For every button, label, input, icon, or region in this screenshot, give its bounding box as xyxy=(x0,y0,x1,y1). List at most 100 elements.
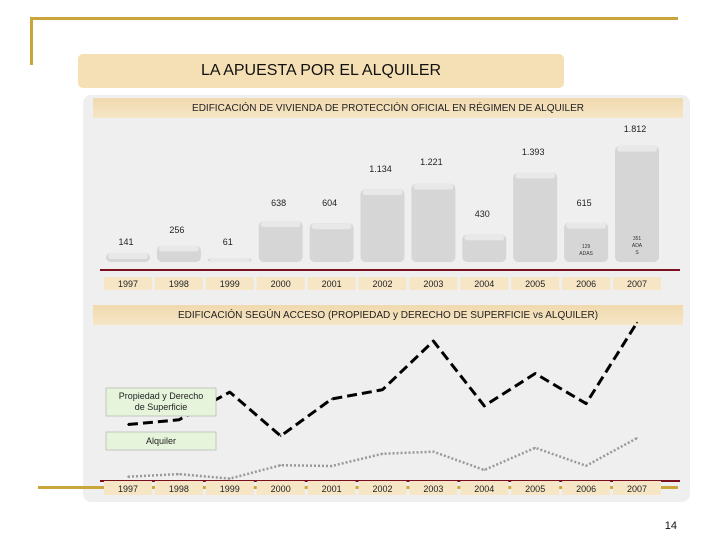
bar-year-box-2003 xyxy=(409,277,458,290)
bar-highlight-1997 xyxy=(108,252,148,259)
bar-tick-label-2005: 2005 xyxy=(525,279,545,289)
bar-highlight-2007 xyxy=(617,145,657,152)
bar-value-label-2000: 638 xyxy=(271,198,286,208)
bar-tick-label-2003: 2003 xyxy=(423,279,443,289)
line-tick-label-2002: 2002 xyxy=(372,484,392,494)
bar-tick-label-2007: 2007 xyxy=(627,279,647,289)
page-number: 14 xyxy=(664,520,677,532)
line-year-box-1998 xyxy=(154,481,203,495)
bar-value-label-2004: 430 xyxy=(475,209,490,219)
bar-tick-label-1999: 1999 xyxy=(220,279,240,289)
series-point-alquiler-1999 xyxy=(229,477,231,480)
line-tick-label-2007: 2007 xyxy=(627,484,647,494)
line-year-box-2004 xyxy=(460,481,509,495)
line-year-box-2007 xyxy=(613,481,661,495)
series-point-alquiler-1997 xyxy=(127,475,129,478)
slide-title: LA APUESTA POR EL ALQUILER xyxy=(78,54,564,88)
series-point-propiedad-2004 xyxy=(483,405,486,407)
legend-label-alquiler: Alquiler xyxy=(146,436,176,446)
line-tick-label-2000: 2000 xyxy=(271,484,291,494)
series-point-propiedad-1998 xyxy=(178,419,180,421)
bar-year-box-2006 xyxy=(562,277,611,290)
bar-tick-label-2006: 2006 xyxy=(576,279,596,289)
line-year-box-2003 xyxy=(409,481,458,495)
bar-highlight-1998 xyxy=(158,245,199,252)
series-point-propiedad-2006 xyxy=(585,402,587,405)
line-chart-title: EDIFICACIÓN SEGÚN ACCESO (PROPIEDAD y DE… xyxy=(93,305,683,325)
bar-value-label-1998: 256 xyxy=(169,225,184,235)
series-point-propiedad-2003 xyxy=(432,340,435,342)
bar-value-label-2002: 1.134 xyxy=(369,164,392,174)
series-point-propiedad-2002 xyxy=(381,388,384,391)
bar-value-label-2001: 604 xyxy=(322,198,337,208)
line-tick-label-2005: 2005 xyxy=(525,484,545,494)
bar-2002 xyxy=(360,189,405,262)
bar-year-box-2007 xyxy=(613,277,661,290)
bar-value-label-2007: 1.812 xyxy=(624,124,647,134)
bar-2001 xyxy=(309,223,354,262)
bar-2006 xyxy=(564,222,609,262)
frame-left-line xyxy=(30,17,33,65)
line-tick-label-2004: 2004 xyxy=(474,484,494,494)
bar-2003 xyxy=(411,183,456,262)
bar-sub-label-2007: S xyxy=(635,250,639,256)
frame-top-line xyxy=(30,17,678,20)
series-point-alquiler-2003 xyxy=(432,450,435,453)
bar-highlight-2002 xyxy=(362,189,403,196)
bar-value-label-1999: 61 xyxy=(223,237,233,247)
bar-highlight-2005 xyxy=(515,172,556,179)
series-point-alquiler-2005 xyxy=(534,447,536,449)
bar-2000 xyxy=(258,221,303,262)
bar-tick-label-2002: 2002 xyxy=(372,279,392,289)
legend-box-propiedad xyxy=(105,387,217,417)
bar-value-label-2005: 1.393 xyxy=(522,147,545,157)
bar-highlight-2006 xyxy=(566,222,607,229)
bar-tick-label-1997: 1997 xyxy=(118,279,138,289)
series-point-propiedad-1997 xyxy=(127,423,129,426)
series-point-propiedad-2000 xyxy=(279,435,282,437)
bar-highlight-2003 xyxy=(413,183,454,190)
bar-highlight-2000 xyxy=(260,221,301,228)
series-point-propiedad-2001 xyxy=(330,398,333,400)
bar-chart-title: EDIFICACIÓN DE VIVIENDA DE PROTECCIÓN OF… xyxy=(93,98,683,118)
series-point-propiedad-2005 xyxy=(534,372,536,375)
line-year-box-2005 xyxy=(511,481,560,495)
bar-value-label-2006: 615 xyxy=(577,198,592,208)
line-year-box-2006 xyxy=(562,481,611,495)
line-year-box-2000 xyxy=(256,481,305,495)
bar-year-box-2005 xyxy=(511,277,560,290)
bar-tick-label-1998: 1998 xyxy=(169,279,189,289)
series-point-alquiler-2000 xyxy=(279,464,282,467)
bar-year-box-2000 xyxy=(256,277,305,290)
bar-2005 xyxy=(513,172,558,262)
bar-year-box-1998 xyxy=(154,277,203,290)
bar-value-label-1997: 141 xyxy=(118,237,133,247)
series-point-alquiler-2004 xyxy=(483,469,486,471)
line-year-box-1997 xyxy=(104,481,152,495)
line-tick-label-1998: 1998 xyxy=(169,484,189,494)
bar-tick-label-2004: 2004 xyxy=(474,279,494,289)
frame-bottom-line xyxy=(38,486,678,489)
line-tick-label-1999: 1999 xyxy=(220,484,240,494)
legend-label-propiedad: Propiedad y Derecho xyxy=(119,391,204,401)
bar-year-box-2001 xyxy=(307,277,356,290)
legend-label-propiedad-line2: de Superficie xyxy=(135,402,188,412)
legend-box-alquiler xyxy=(105,431,217,451)
series-point-alquiler-2006 xyxy=(585,465,587,467)
line-tick-label-2003: 2003 xyxy=(423,484,443,494)
line-tick-label-2006: 2006 xyxy=(576,484,596,494)
line-tick-label-2001: 2001 xyxy=(322,484,342,494)
bar-highlight-2001 xyxy=(311,223,352,230)
line-tick-label-1997: 1997 xyxy=(118,484,138,494)
series-line-propiedad xyxy=(127,321,639,438)
series-point-propiedad-2007 xyxy=(636,321,638,324)
bar-sub-label-2007: 351 xyxy=(633,236,642,242)
bar-2004 xyxy=(462,234,507,262)
bar-year-box-2002 xyxy=(358,277,407,290)
bar-highlight-1999 xyxy=(209,258,250,262)
bar-tick-label-2000: 2000 xyxy=(271,279,291,289)
series-point-alquiler-2002 xyxy=(381,453,384,455)
line-year-box-2002 xyxy=(358,481,407,495)
bar-2007 xyxy=(615,145,659,262)
